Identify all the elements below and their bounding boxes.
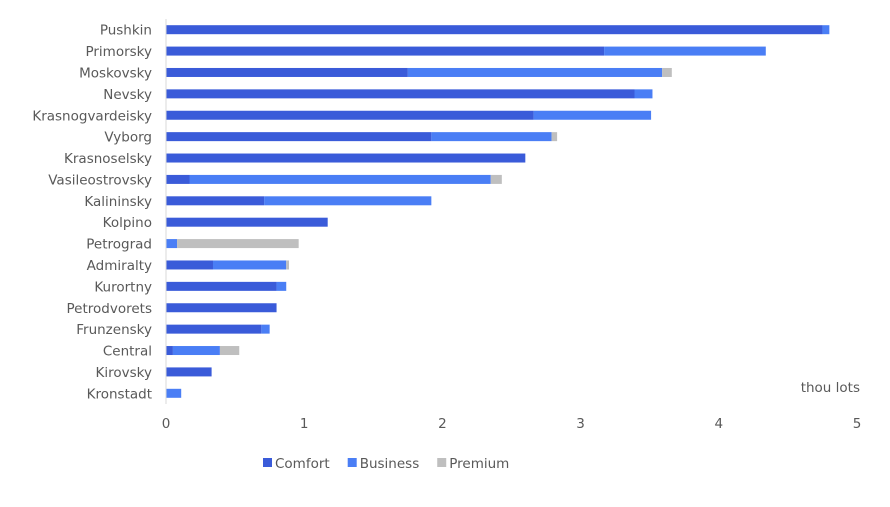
bar-segment-business: [172, 346, 220, 356]
category-label: Frunzensky: [76, 322, 152, 338]
bar-segment-premium: [551, 132, 558, 142]
bar-segment-business: [189, 174, 491, 184]
category-label: Kronstadt: [87, 386, 152, 402]
x-tick-label: 5: [853, 416, 862, 432]
bar-segment-comfort: [166, 303, 277, 313]
bar-segment-premium: [177, 239, 299, 249]
bar-segment-business: [533, 110, 652, 120]
bar-segment-comfort: [166, 346, 173, 356]
category-label: Primorsky: [85, 44, 152, 60]
category-label: Central: [103, 344, 152, 360]
bar-segment-comfort: [166, 217, 328, 227]
bar-segment-comfort: [166, 110, 534, 120]
bar-segment-comfort: [166, 153, 526, 163]
bar-segment-comfort: [166, 132, 432, 142]
category-label: Pushkin: [100, 23, 152, 39]
bar-segment-comfort: [166, 367, 212, 377]
bar-segment-comfort: [166, 25, 823, 35]
category-label: Petrograd: [86, 237, 152, 253]
bar-segment-business: [604, 46, 766, 56]
category-label: Vyborg: [104, 130, 152, 146]
category-labels: Pushkin Primorsky Moskovsky Nevsky Krasnogva…: [32, 23, 152, 403]
legend-swatch-comfort: [263, 458, 272, 467]
bar-segment-premium: [490, 174, 502, 184]
bar-segment-business: [822, 25, 830, 35]
legend-swatch-premium: [437, 458, 447, 467]
bar-segment-comfort: [166, 260, 213, 270]
bar-segment-comfort: [166, 67, 408, 77]
category-label: Kolpino: [103, 215, 152, 231]
bar-segment-premium: [219, 346, 240, 356]
legend-label-comfort: Comfort: [275, 456, 330, 472]
bar-segment-business: [261, 324, 270, 334]
x-tick-labels: 0 1 2 3 4 5: [162, 416, 862, 432]
category-label: Krasnogvardeisky: [32, 108, 152, 124]
legend: Comfort Business Premium: [263, 456, 509, 472]
bars-layer: [166, 25, 830, 398]
category-label: Kalininsky: [84, 194, 152, 210]
bar-segment-comfort: [166, 281, 277, 291]
x-tick-label: 3: [576, 416, 585, 432]
bar-segment-business: [166, 239, 178, 249]
bar-segment-business: [634, 89, 653, 99]
category-label: Kirovsky: [96, 365, 152, 381]
x-tick-label: 1: [300, 416, 309, 432]
legend-swatch-business: [347, 458, 357, 467]
category-label: Nevsky: [103, 87, 152, 103]
legend-label-business: Business: [360, 456, 420, 472]
bar-segment-comfort: [166, 174, 190, 184]
category-label: Admiralty: [87, 258, 152, 274]
category-label: Vasileostrovsky: [48, 172, 152, 188]
bar-segment-business: [264, 196, 432, 206]
category-label: Petrodvorets: [67, 301, 152, 317]
bar-segment-comfort: [166, 46, 605, 56]
bar-segment-comfort: [166, 196, 265, 206]
bar-segment-comfort: [166, 89, 635, 99]
bar-segment-business: [407, 67, 663, 77]
unit-label: thou lots: [801, 380, 860, 396]
x-tick-label: 4: [715, 416, 724, 432]
bar-segment-business: [166, 388, 182, 398]
bar-segment-premium: [286, 260, 289, 270]
category-label: Krasnoselsky: [64, 151, 152, 167]
category-label: Kurortny: [94, 279, 152, 295]
category-label: Moskovsky: [79, 65, 152, 81]
bar-segment-business: [431, 132, 552, 142]
legend-label-premium: Premium: [449, 456, 509, 472]
bar-segment-business: [212, 260, 287, 270]
bar-segment-business: [276, 281, 287, 291]
bar-segment-comfort: [166, 324, 262, 334]
x-tick-label: 2: [438, 416, 447, 432]
x-tick-label: 0: [162, 416, 171, 432]
bar-segment-premium: [662, 67, 672, 77]
